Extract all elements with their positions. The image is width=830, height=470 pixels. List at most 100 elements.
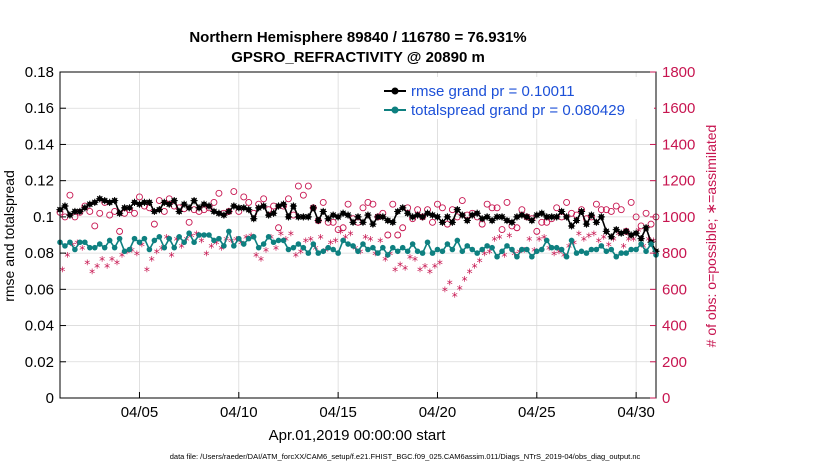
- rmse-point-star: [443, 213, 451, 221]
- rmse-point: [617, 229, 625, 237]
- rmse-point: [562, 213, 571, 221]
- obs-possible-point: [329, 218, 337, 226]
- x-tick-label: 04/30: [617, 404, 655, 421]
- plot-frame: [59, 71, 657, 399]
- totalspread-point: [196, 232, 202, 238]
- totalspread-point: [300, 244, 307, 251]
- rmse-point: [324, 215, 332, 223]
- obs-possible-point: [434, 200, 441, 208]
- obs-possible-point: [260, 195, 268, 203]
- rmse-point-star: [344, 211, 352, 219]
- totalspread-point: [350, 243, 356, 249]
- rmse-point: [170, 196, 178, 205]
- totalspread-point: [345, 241, 351, 247]
- x-tick-label: 04/25: [518, 404, 556, 421]
- rmse-point: [240, 204, 248, 212]
- obs-assimilated-point: *: [412, 254, 418, 268]
- obs-possible-point: [116, 227, 124, 235]
- rmse-point-star: [478, 215, 486, 223]
- rmse-point-star: [632, 229, 640, 237]
- obs-assimilated-point: *: [134, 248, 140, 262]
- y-right-tick-label: 1800: [662, 64, 695, 81]
- rmse-point: [488, 216, 496, 225]
- rmse-point-star: [622, 227, 630, 235]
- rmse-point-star: [538, 209, 546, 217]
- rmse-point: [120, 204, 129, 212]
- obs-assimilated-point: *: [596, 236, 602, 250]
- obs-assimilated-point: *: [382, 254, 388, 268]
- rmse-point: [130, 198, 139, 206]
- rmse-point: [284, 213, 293, 221]
- obs-possible-point: [513, 224, 521, 232]
- totalspread-point: [280, 237, 287, 244]
- rmse-point-star: [553, 213, 561, 221]
- obs-assimilated-point: *: [233, 234, 239, 248]
- rmse-point: [463, 216, 471, 225]
- rmse-point-star: [374, 213, 382, 221]
- obs-assimilated-point: *: [377, 236, 383, 250]
- rmse-point: [572, 216, 581, 225]
- rmse-point-star: [130, 198, 139, 206]
- rmse-point: [160, 198, 168, 206]
- obs-assimilated-point: *: [303, 236, 309, 250]
- y-tick-label: 0.16: [25, 100, 54, 117]
- rmse-point: [543, 213, 551, 221]
- rmse-point-star: [582, 220, 591, 228]
- totalspread-point: [101, 244, 108, 251]
- obs-assimilated-point: *: [487, 247, 493, 261]
- obs-possible-point: [627, 198, 635, 206]
- obs-assimilated-point: *: [422, 261, 428, 275]
- rmse-point-star: [637, 235, 645, 243]
- obs-assimilated-point: *: [606, 239, 612, 253]
- totalspread-point: [449, 246, 456, 253]
- obs-assimilated-point: *: [59, 265, 65, 279]
- rmse-point-star: [101, 196, 109, 205]
- rmse-point-star: [91, 198, 99, 206]
- obs-assimilated-point: *: [556, 247, 562, 261]
- rmse-point-star: [205, 202, 213, 210]
- totalspread-point: [310, 241, 317, 247]
- rmse-point-star: [190, 196, 198, 205]
- y-right-tick-label: 800: [662, 245, 687, 262]
- obs-possible-point: [438, 204, 446, 212]
- rmse-point-star: [592, 218, 601, 226]
- rmse-point: [394, 207, 402, 216]
- obs-possible-point: [429, 218, 436, 226]
- totalspread-point: [618, 250, 625, 256]
- totalspread-point: [524, 246, 530, 253]
- obs-possible-point: [642, 209, 650, 217]
- totalspread-point: [335, 250, 341, 256]
- rmse-point-star: [175, 207, 183, 216]
- totalspread-point: [330, 246, 336, 253]
- totalspread-point: [370, 244, 376, 251]
- totalspread-point: [638, 241, 644, 247]
- totalspread-point: [231, 243, 237, 249]
- rmse-point: [255, 204, 263, 212]
- totalspread-point: [62, 243, 68, 249]
- obs-assimilated-point: *: [496, 232, 502, 246]
- obs-assimilated-point: *: [203, 248, 209, 262]
- obs-possible-point: [488, 204, 496, 212]
- rmse-point: [86, 200, 94, 208]
- rmse-point: [180, 200, 188, 208]
- y-axis-right-label: # of obs: o=possible; ∗=assimilated: [703, 125, 719, 348]
- obs-assimilated-point: *: [576, 229, 582, 243]
- rmse-point: [433, 213, 442, 221]
- totalspread-point: [116, 235, 123, 242]
- rmse-point-star: [309, 204, 317, 212]
- rmse-point: [592, 218, 601, 226]
- rmse-point-star: [349, 218, 357, 226]
- rmse-point: [349, 218, 357, 226]
- obs-assimilated-point: *: [472, 261, 478, 275]
- rmse-point-star: [409, 213, 417, 221]
- obs-possible-point: [294, 182, 302, 190]
- totalspread-point: [404, 248, 411, 255]
- totalspread-point: [146, 246, 153, 253]
- rmse-point: [627, 231, 635, 239]
- obs-possible-point: [240, 193, 248, 201]
- rmse-point: [582, 220, 591, 228]
- rmse-point: [538, 209, 546, 217]
- obs-assimilated-point: *: [99, 254, 105, 268]
- rmse-point: [518, 211, 526, 219]
